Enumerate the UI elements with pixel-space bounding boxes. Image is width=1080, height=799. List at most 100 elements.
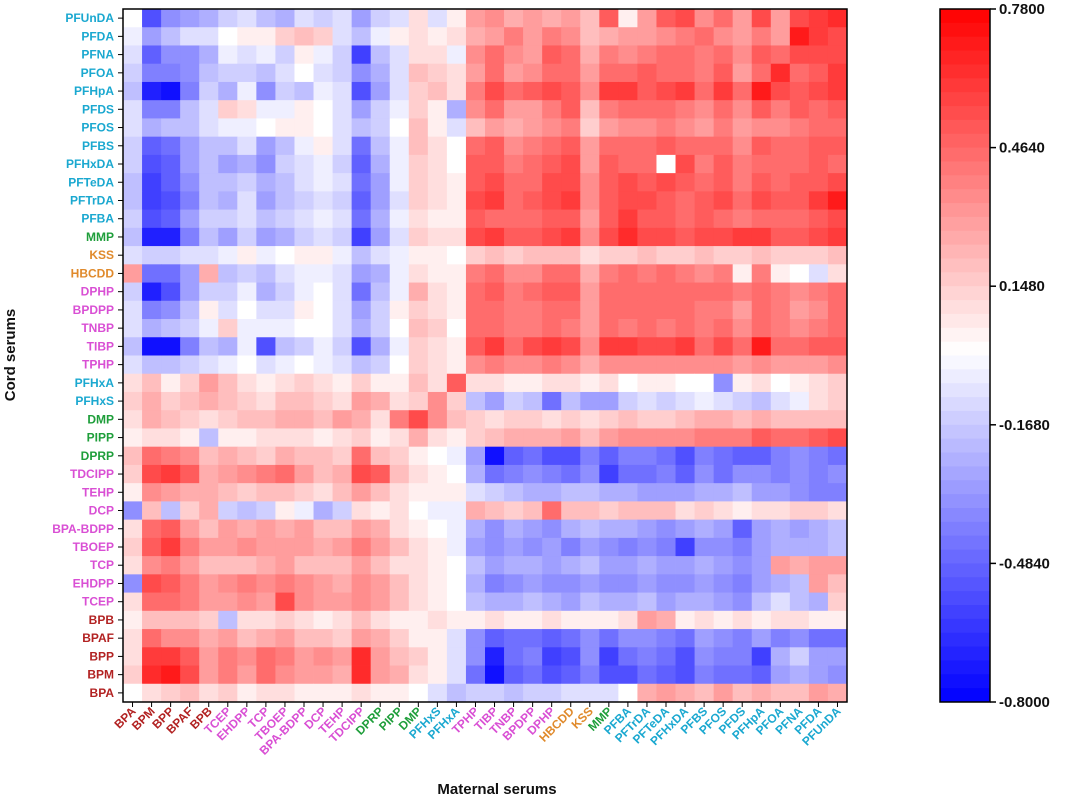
heatmap-cell bbox=[751, 173, 772, 192]
heatmap-cell bbox=[427, 63, 448, 83]
heatmap-cell bbox=[675, 647, 695, 666]
heatmap-cell bbox=[751, 81, 772, 101]
heatmap-cell bbox=[713, 410, 734, 429]
heatmap-cell bbox=[294, 9, 314, 28]
heatmap-cell bbox=[275, 209, 295, 229]
heatmap-cell bbox=[446, 683, 467, 703]
heatmap-cell bbox=[770, 282, 791, 302]
heatmap-cell bbox=[504, 373, 524, 393]
heatmap-cell bbox=[199, 154, 219, 174]
heatmap-cell bbox=[599, 410, 619, 429]
heatmap-cell bbox=[256, 391, 276, 411]
heatmap-cell bbox=[599, 665, 619, 685]
heatmap-cell bbox=[523, 464, 543, 484]
heatmap-cell bbox=[713, 154, 734, 174]
heatmap-cell bbox=[389, 537, 410, 557]
heatmap-cell bbox=[123, 574, 143, 593]
heatmap-cell bbox=[142, 264, 162, 283]
heatmap-cell bbox=[789, 519, 810, 539]
heatmap-cell bbox=[713, 501, 734, 521]
heatmap-cell bbox=[751, 319, 772, 338]
heatmap-cell bbox=[446, 246, 467, 265]
heatmap-cell bbox=[618, 319, 638, 338]
heatmap-cell bbox=[275, 136, 295, 156]
heatmap-cell bbox=[123, 9, 143, 28]
heatmap-cell bbox=[770, 9, 791, 28]
heatmap-cell bbox=[561, 556, 581, 575]
heatmap-cell bbox=[180, 428, 200, 448]
heatmap-cell bbox=[427, 519, 448, 539]
heatmap-cell bbox=[561, 574, 581, 593]
row-label: BPA-BDPP bbox=[52, 522, 114, 536]
heatmap-cell bbox=[599, 464, 619, 484]
heatmap-cell bbox=[370, 246, 391, 265]
heatmap-cell bbox=[180, 537, 200, 557]
heatmap-cell bbox=[561, 136, 581, 156]
heatmap-cell bbox=[237, 537, 257, 557]
heatmap-cell bbox=[313, 9, 333, 28]
heatmap-cell bbox=[694, 100, 715, 119]
heatmap-cell bbox=[389, 246, 410, 265]
heatmap-cell bbox=[694, 81, 715, 101]
heatmap-cell bbox=[656, 81, 676, 101]
colorbar-segment bbox=[940, 369, 990, 384]
heatmap-cell bbox=[408, 483, 429, 502]
heatmap-cell bbox=[370, 300, 391, 320]
heatmap-cell bbox=[180, 556, 200, 575]
heatmap-cell bbox=[618, 9, 638, 28]
heatmap-cell bbox=[751, 501, 772, 521]
heatmap-cell bbox=[827, 464, 848, 484]
heatmap-cell bbox=[275, 246, 295, 265]
heatmap-cell bbox=[256, 683, 276, 703]
heatmap-cell bbox=[199, 209, 219, 229]
heatmap-cell bbox=[123, 647, 143, 666]
heatmap-cell bbox=[408, 519, 429, 539]
heatmap-cell bbox=[523, 574, 543, 593]
heatmap-cell bbox=[656, 446, 676, 466]
heatmap-cell bbox=[256, 537, 276, 557]
colorbar-segment bbox=[940, 632, 990, 648]
heatmap-cell bbox=[370, 191, 391, 211]
heatmap-cell bbox=[732, 337, 753, 356]
heatmap-cell bbox=[618, 118, 638, 138]
heatmap-cell bbox=[142, 246, 162, 265]
heatmap-cell bbox=[542, 246, 562, 265]
heatmap-cell bbox=[580, 629, 600, 648]
row-label: BPAF bbox=[82, 631, 114, 645]
colorbar-segment bbox=[940, 106, 990, 121]
heatmap-cell bbox=[561, 45, 581, 65]
heatmap-cell bbox=[332, 647, 353, 666]
heatmap-cell bbox=[256, 154, 276, 174]
heatmap-cell bbox=[523, 27, 543, 46]
heatmap-cell bbox=[637, 683, 657, 703]
heatmap-cell bbox=[199, 246, 219, 265]
heatmap-cell bbox=[161, 647, 181, 666]
heatmap-cell bbox=[618, 191, 638, 211]
heatmap-cell bbox=[637, 136, 657, 156]
heatmap-cell bbox=[237, 428, 257, 448]
heatmap-cell bbox=[465, 81, 486, 101]
heatmap-cell bbox=[275, 647, 295, 666]
heatmap-cell bbox=[332, 629, 353, 648]
heatmap-cell bbox=[465, 519, 486, 539]
colorbar-segment bbox=[940, 230, 990, 246]
heatmap-cell bbox=[465, 391, 486, 411]
heatmap-cell bbox=[656, 683, 676, 703]
heatmap-cell bbox=[675, 592, 695, 612]
heatmap-cell bbox=[523, 9, 543, 28]
heatmap-cell bbox=[694, 464, 715, 484]
heatmap-cell bbox=[580, 574, 600, 593]
heatmap-cell bbox=[694, 446, 715, 466]
heatmap-cell bbox=[313, 100, 333, 119]
heatmap-cell bbox=[180, 574, 200, 593]
heatmap-cell bbox=[523, 483, 543, 502]
heatmap-cell bbox=[599, 647, 619, 666]
heatmap-cell bbox=[180, 191, 200, 211]
heatmap-cell bbox=[504, 446, 524, 466]
heatmap-cell bbox=[732, 391, 753, 411]
heatmap-cell bbox=[142, 45, 162, 65]
heatmap-cell bbox=[408, 136, 429, 156]
heatmap-cell bbox=[618, 136, 638, 156]
heatmap-cell bbox=[485, 665, 505, 685]
heatmap-cell bbox=[656, 136, 676, 156]
